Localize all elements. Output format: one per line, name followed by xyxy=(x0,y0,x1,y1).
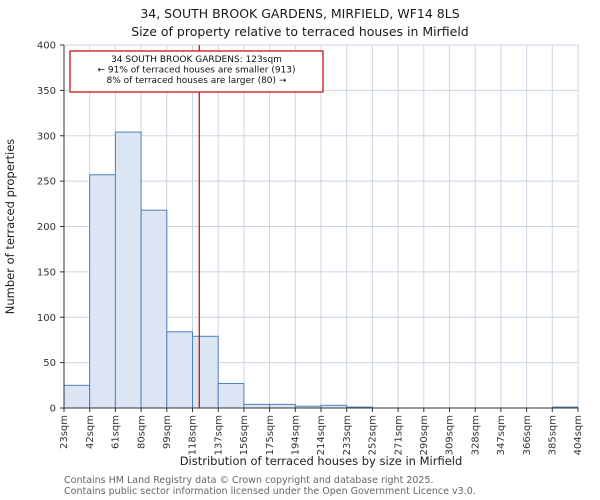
x-tick-label: 23sqm xyxy=(59,415,70,449)
histogram-chart: 0 50 100 150 200 250 300 350 400 23sqm 42sqm 61sqm 8… xyxy=(3,41,584,469)
chart-title: 34, SOUTH BROOK GARDENS, MIRFIELD, WF14 … xyxy=(140,6,460,21)
x-tick-label: 328sqm xyxy=(470,415,481,455)
histogram-bar xyxy=(63,384,91,409)
annotation-box xyxy=(69,50,324,93)
footer-line-1: Contains HM Land Registry data © Crown c… xyxy=(64,475,434,486)
x-tick-label: 42sqm xyxy=(85,415,96,449)
x-tick-label: 61sqm xyxy=(111,415,122,449)
x-tick-label: 214sqm xyxy=(316,415,327,455)
histogram-bar xyxy=(217,382,245,409)
y-tick-label: 300 xyxy=(37,131,56,142)
x-tick-label: 194sqm xyxy=(291,415,302,455)
x-tick-label: 118sqm xyxy=(188,415,199,455)
x-tick-label: 252sqm xyxy=(368,415,379,455)
histogram-bar xyxy=(243,403,271,409)
footer-line-2: Contains public sector information licen… xyxy=(64,486,476,497)
histogram-bar xyxy=(140,209,168,409)
x-tick-label: 290sqm xyxy=(419,415,430,455)
chart-subtitle: Size of property relative to terraced ho… xyxy=(131,24,469,39)
annotation-line: 34 SOUTH BROOK GARDENS: 123sqm xyxy=(111,55,282,65)
x-tick-label: 99sqm xyxy=(162,415,173,449)
x-tick-label: 156sqm xyxy=(239,415,250,455)
annotation-line: ← 91% of terraced houses are smaller (91… xyxy=(97,66,295,76)
annotation-line: 8% of terraced houses are larger (80) → xyxy=(107,76,287,86)
x-tick-label: 137sqm xyxy=(213,415,224,455)
x-tick-label: 385sqm xyxy=(548,415,559,455)
histogram-bar xyxy=(166,331,194,409)
x-tick-label: 404sqm xyxy=(573,415,584,455)
y-tick-label: 350 xyxy=(37,86,56,97)
x-tick-label: 175sqm xyxy=(265,415,276,455)
histogram-bar xyxy=(114,131,142,409)
y-axis-title: Number of terraced properties xyxy=(3,139,17,315)
y-tick-label: 0 xyxy=(50,404,56,415)
x-tick-label: 366sqm xyxy=(522,415,533,455)
histogram-bar xyxy=(89,174,116,409)
x-tick-label: 233sqm xyxy=(342,415,353,455)
x-tick-label: 271sqm xyxy=(393,415,404,455)
histogram-bar xyxy=(269,403,296,409)
y-tick-label: 400 xyxy=(37,41,56,52)
y-tick-label: 250 xyxy=(37,177,56,188)
x-axis-title: Distribution of terraced houses by size … xyxy=(180,454,463,468)
x-tick-label: 80sqm xyxy=(136,415,147,449)
x-tick-label: 347sqm xyxy=(496,415,507,455)
histogram-bar xyxy=(192,335,219,409)
y-tick-label: 50 xyxy=(43,358,56,369)
x-tick-label: 309sqm xyxy=(445,415,456,455)
y-tick-label: 100 xyxy=(37,313,56,324)
y-tick-label: 200 xyxy=(37,222,56,233)
y-tick-label: 150 xyxy=(37,267,56,278)
